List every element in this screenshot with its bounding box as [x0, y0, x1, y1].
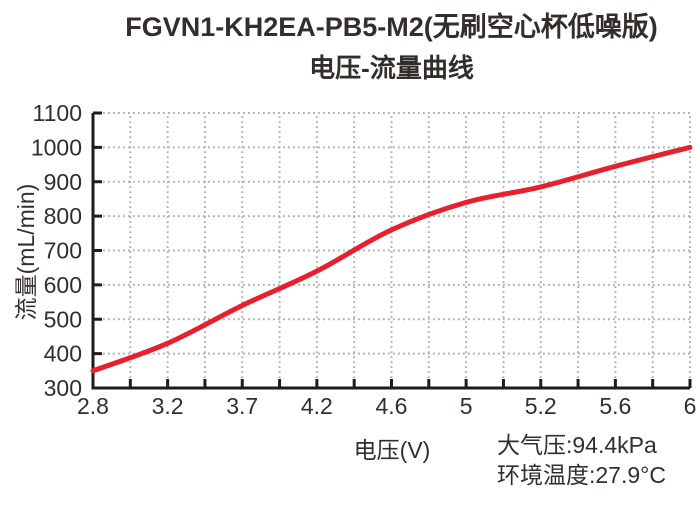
x-tick-label: 3.2 — [152, 393, 184, 419]
x-tick-label: 6 — [684, 393, 697, 419]
x-tick-label: 5.6 — [599, 393, 631, 419]
y-tick-label: 800 — [44, 203, 82, 229]
flow-curve — [90, 144, 693, 374]
y-tick-label: 900 — [44, 169, 82, 195]
x-tick-label: 4.6 — [376, 393, 408, 419]
y-tick-label: 400 — [44, 341, 82, 367]
y-tick-label: 1000 — [31, 134, 82, 160]
chart-title: FGVN1-KH2EA-PB5-M2(无刷空心杯低噪版) — [125, 12, 658, 42]
temperature-annotation: 环境温度:27.9°C — [497, 462, 666, 488]
x-tick-label: 5.2 — [525, 393, 557, 419]
y-axis-label: 流量(mL/min) — [13, 183, 39, 321]
y-tick-label: 1100 — [33, 100, 82, 126]
x-tick-label: 5 — [460, 393, 473, 419]
chart-subtitle: 电压-流量曲线 — [309, 53, 474, 83]
x-tick-label: 4.2 — [301, 393, 333, 419]
x-tick-label: 2.8 — [77, 393, 109, 419]
x-axis-label: 电压(V) — [353, 437, 431, 463]
x-tick-label: 3.7 — [226, 393, 258, 419]
environment-annotations: 大气压:94.4kPa 环境温度:27.9°C — [497, 430, 666, 490]
y-tick-label: 300 — [44, 375, 82, 401]
y-tick-label: 600 — [44, 272, 82, 298]
y-tick-label: 700 — [44, 238, 82, 264]
y-tick-label: 500 — [44, 306, 82, 332]
pressure-annotation: 大气压:94.4kPa — [497, 432, 657, 458]
